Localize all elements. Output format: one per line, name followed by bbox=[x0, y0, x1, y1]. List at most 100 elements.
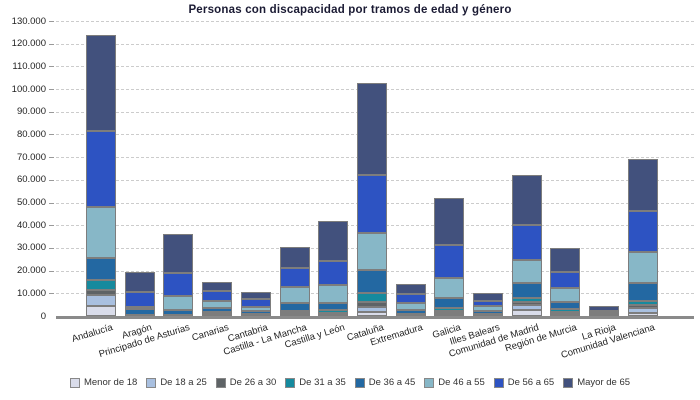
bar-segment bbox=[511, 283, 542, 298]
bar-segment bbox=[279, 310, 310, 314]
bar-segment bbox=[395, 284, 426, 295]
bar-segment bbox=[627, 211, 658, 252]
bar-segment bbox=[86, 290, 116, 295]
bar-segment bbox=[318, 220, 349, 261]
bar-segment bbox=[163, 233, 194, 273]
bar-segment bbox=[240, 299, 271, 308]
bar-segment bbox=[473, 301, 503, 306]
bar-segment bbox=[473, 311, 503, 314]
bar-segment bbox=[627, 158, 658, 212]
legend-item: De 31 a 35 bbox=[285, 377, 346, 388]
bar-segment bbox=[434, 198, 465, 245]
legend-item: Mayor de 65 bbox=[563, 377, 630, 388]
y-tick-mark bbox=[49, 66, 54, 68]
bar-segment bbox=[434, 308, 465, 311]
bar-segment bbox=[202, 290, 233, 301]
y-axis-tick-label: 90.000 bbox=[16, 106, 46, 118]
y-axis-tick-label: 130.000 bbox=[11, 15, 46, 27]
legend-swatch-icon bbox=[285, 377, 296, 388]
bar-segment bbox=[240, 291, 271, 300]
y-tick-mark bbox=[49, 247, 54, 249]
bar-segment bbox=[550, 301, 581, 309]
y-axis-tick-label: 10.000 bbox=[16, 287, 46, 299]
bar-segment bbox=[318, 284, 349, 303]
bar-segment bbox=[240, 314, 271, 316]
legend-swatch-icon bbox=[215, 377, 226, 388]
bar-segment bbox=[86, 206, 116, 258]
y-axis-tick-label: 30.000 bbox=[16, 242, 46, 254]
y-axis-tick-label: 0 bbox=[40, 310, 46, 322]
bar-segment bbox=[434, 297, 465, 309]
legend-item: De 46 a 55 bbox=[424, 377, 485, 388]
legend-swatch-icon bbox=[69, 377, 80, 388]
y-axis-tick-label: 20.000 bbox=[16, 265, 46, 277]
bar-segment bbox=[86, 130, 116, 207]
bar-segment bbox=[550, 309, 581, 312]
bar-segment bbox=[511, 309, 542, 316]
bar-segment bbox=[589, 310, 620, 314]
legend-label: Mayor de 65 bbox=[577, 377, 631, 388]
bar-segment bbox=[86, 258, 116, 281]
y-axis-tick-label: 60.000 bbox=[16, 174, 46, 186]
bar-segment bbox=[434, 314, 465, 316]
bar-segment bbox=[86, 34, 116, 131]
y-axis-tick-label: 50.000 bbox=[16, 197, 46, 209]
bar-segment bbox=[589, 313, 620, 316]
bar-segment bbox=[86, 295, 116, 306]
bar-segment bbox=[318, 312, 349, 315]
bar-segment bbox=[511, 304, 542, 310]
y-gridline bbox=[56, 43, 694, 45]
bar-segment bbox=[550, 314, 581, 317]
bar-segment bbox=[163, 272, 194, 296]
bar-segment bbox=[627, 301, 658, 306]
x-axis-line bbox=[56, 316, 694, 319]
y-tick-mark bbox=[49, 179, 54, 181]
y-axis-tick-label: 80.000 bbox=[16, 128, 46, 140]
y-tick-mark bbox=[49, 43, 54, 45]
bar-segment bbox=[279, 247, 310, 269]
bar-segment bbox=[356, 301, 387, 307]
bar-segment bbox=[356, 292, 387, 302]
bar-segment bbox=[279, 287, 310, 304]
legend-label: De 31 a 35 bbox=[299, 377, 346, 388]
bar-segment bbox=[395, 294, 426, 304]
bar-segment bbox=[511, 302, 542, 305]
bar-segment bbox=[163, 309, 194, 315]
bar-segment bbox=[318, 309, 349, 313]
bar-segment bbox=[395, 314, 426, 316]
y-tick-mark bbox=[49, 89, 54, 91]
bar-segment bbox=[395, 310, 426, 314]
bar-segment bbox=[356, 174, 387, 233]
legend-label: De 18 a 25 bbox=[160, 377, 207, 388]
y-axis-tick-label: 120.000 bbox=[11, 38, 46, 50]
legend-swatch-icon bbox=[493, 377, 504, 388]
legend: Menor de 18 De 18 a 25 De 26 a 30 De 31 a 3… bbox=[0, 377, 700, 388]
bar-segment bbox=[434, 311, 465, 313]
bar-segment bbox=[318, 302, 349, 310]
bar-segment bbox=[434, 277, 465, 298]
bar-segment bbox=[279, 268, 310, 288]
y-tick-mark bbox=[49, 157, 54, 159]
y-axis-tick-label: 40.000 bbox=[16, 219, 46, 231]
bar-segment bbox=[124, 306, 155, 309]
legend-swatch-icon bbox=[424, 377, 435, 388]
bar-segment bbox=[86, 280, 116, 291]
y-axis-tick-label: 110.000 bbox=[12, 60, 46, 72]
bar-segment bbox=[550, 248, 581, 273]
legend-item: De 18 a 25 bbox=[146, 377, 207, 388]
legend-item: Menor de 18 bbox=[69, 377, 137, 388]
y-tick-mark bbox=[49, 225, 54, 227]
bar-segment bbox=[279, 313, 310, 316]
chart-title: Personas con discapacidad por tramos de … bbox=[188, 4, 512, 16]
bar-segment bbox=[356, 269, 387, 293]
bar-segment bbox=[356, 82, 387, 175]
y-tick-mark bbox=[49, 134, 54, 136]
bar-segment bbox=[124, 271, 155, 292]
bar-segment bbox=[318, 260, 349, 285]
bar-segment bbox=[511, 175, 542, 225]
bar-segment bbox=[240, 311, 271, 314]
legend-item: De 26 a 30 bbox=[215, 377, 277, 388]
legend-item: De 56 a 65 bbox=[493, 377, 554, 388]
y-tick-mark bbox=[49, 270, 54, 272]
legend-label: De 26 a 30 bbox=[229, 377, 277, 388]
